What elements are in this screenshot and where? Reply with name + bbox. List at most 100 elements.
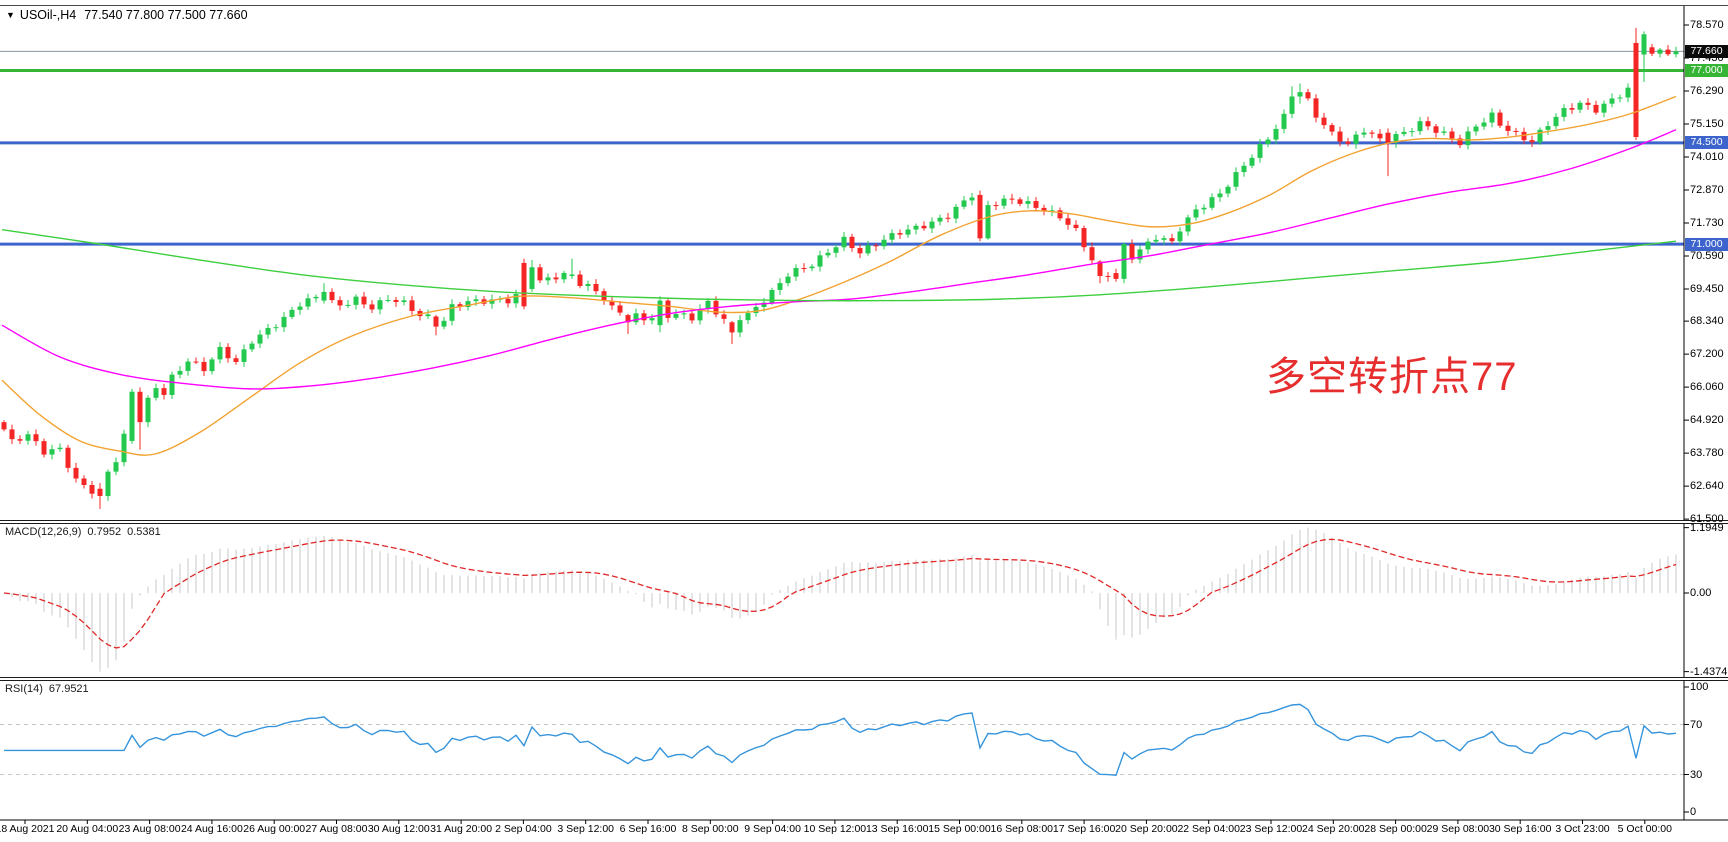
- candle: [673, 309, 679, 321]
- candle: [1513, 127, 1519, 136]
- ma-fast-orange: [1, 95, 1677, 456]
- candle: [49, 444, 55, 460]
- candle: [913, 223, 919, 235]
- horizontal-lines: [0, 50, 1684, 246]
- candle: [1129, 239, 1135, 264]
- candle: [657, 296, 663, 333]
- candle: [1225, 184, 1231, 198]
- candle: [193, 357, 199, 365]
- macd-scale-zero: 0.00: [1690, 587, 1712, 599]
- price-tick-label: 71.730: [1690, 216, 1724, 229]
- candle: [409, 295, 415, 316]
- candle: [1153, 234, 1159, 245]
- time-tick-label: 3 Oct 23:00: [1555, 823, 1610, 835]
- candle: [793, 264, 799, 281]
- rsi-scale-30: 30: [1690, 768, 1703, 781]
- candle: [993, 201, 999, 211]
- candle: [505, 294, 511, 308]
- candle: [1473, 124, 1479, 136]
- price-tick-label: 68.340: [1690, 315, 1724, 328]
- macd-scale-min: -1.4374: [1690, 665, 1728, 678]
- candle: [737, 315, 743, 338]
- price-tick-label: 76.290: [1690, 84, 1724, 97]
- candle: [1161, 235, 1167, 245]
- candle: [433, 315, 439, 336]
- candle: [1321, 112, 1327, 129]
- candle: [321, 283, 327, 304]
- candle: [1025, 196, 1031, 209]
- candle: [1137, 245, 1143, 264]
- candle: [137, 387, 143, 450]
- time-tick-label: 20 Sep 20:00: [1115, 823, 1178, 835]
- candle: [1169, 233, 1175, 245]
- candle: [265, 323, 271, 339]
- candle: [1313, 94, 1319, 123]
- candle: [89, 480, 95, 499]
- candle: [1017, 197, 1023, 207]
- candle: [537, 263, 543, 283]
- panel-separator-macd[interactable]: [0, 520, 1728, 524]
- candle: [929, 217, 935, 234]
- price-badge-74.500: 74.500: [1685, 136, 1728, 150]
- candle: [33, 429, 39, 446]
- time-tick-label: 28 Sep 00:00: [1364, 823, 1427, 835]
- candle: [1217, 188, 1223, 202]
- candle: [1529, 135, 1535, 147]
- candle: [969, 192, 975, 206]
- candle: [1185, 214, 1191, 236]
- candle: [1345, 137, 1351, 147]
- candle: [1265, 136, 1271, 148]
- candle: [521, 258, 527, 310]
- candle: [857, 243, 863, 259]
- price-badge-77.660: 77.660: [1685, 44, 1728, 58]
- panel-separator-rsi[interactable]: [0, 677, 1728, 681]
- ohlc-values: 77.540 77.800 77.500 77.660: [84, 8, 248, 22]
- candle: [425, 309, 431, 320]
- candle: [161, 383, 167, 400]
- candle: [1489, 108, 1495, 128]
- candle: [1249, 154, 1255, 169]
- time-tick-label: 31 Aug 20:00: [430, 823, 493, 835]
- rsi-value: 67.9521: [48, 683, 89, 695]
- candle: [1617, 94, 1623, 103]
- time-tick-label: 16 Sep 08:00: [990, 823, 1054, 835]
- time-tick-label: 17 Sep 16:00: [1052, 823, 1116, 835]
- candle: [1625, 83, 1631, 103]
- candle: [209, 357, 215, 375]
- candle: [817, 250, 823, 272]
- price-tick-label: 67.200: [1690, 348, 1724, 361]
- candle: [1545, 121, 1551, 135]
- candle: [153, 383, 159, 401]
- symbol-timeframe-label: USOil-,H4: [19, 8, 77, 22]
- time-tick-label: 29 Sep 08:00: [1426, 823, 1490, 835]
- time-tick-label: 2 Sep 04:00: [495, 823, 552, 835]
- time-tick-label: 10 Sep 12:00: [803, 823, 867, 835]
- ma-mid-magenta: [1, 129, 1677, 390]
- candle: [849, 233, 855, 252]
- time-tick-label: 13 Sep 16:00: [865, 823, 929, 835]
- price-tick-label: 64.920: [1690, 414, 1724, 427]
- time-tick-label: 30 Sep 16:00: [1488, 823, 1552, 835]
- candle: [489, 294, 495, 309]
- candle: [105, 469, 111, 501]
- candle: [1329, 122, 1335, 136]
- candle: [289, 306, 295, 320]
- candle: [577, 270, 583, 289]
- candle: [217, 342, 223, 364]
- candle: [177, 365, 183, 379]
- candle: [393, 297, 399, 307]
- candle: [617, 301, 623, 316]
- rsi-line: [4, 703, 1677, 777]
- candle: [1009, 193, 1015, 205]
- candle: [185, 358, 191, 376]
- candle: [1233, 167, 1239, 191]
- chevron-down-icon[interactable]: ▼: [6, 10, 15, 20]
- candle: [1, 420, 7, 432]
- price-tick-label: 61.500: [1690, 513, 1724, 526]
- candle: [1361, 127, 1367, 138]
- candle: [1105, 272, 1111, 282]
- candle: [1257, 139, 1263, 163]
- time-tick-label: 30 Aug 12:00: [367, 823, 430, 835]
